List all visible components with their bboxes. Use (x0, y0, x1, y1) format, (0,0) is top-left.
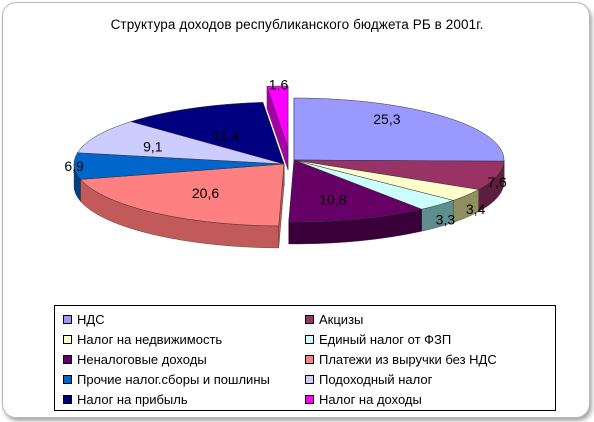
legend-swatch (63, 374, 72, 384)
pie-slice (73, 152, 285, 180)
pie-data-label: 1,6 (269, 76, 289, 92)
legend-item: Налог на прибыль (63, 390, 188, 408)
legend-swatch (63, 394, 72, 404)
legend-swatch (63, 354, 72, 364)
pie-data-labels: 25,3 7,63,4 3,3 10,8 20,6 6,9 9,1 11,4 1,6 (64, 76, 507, 227)
legend-item: Единый налог от ФЗП (305, 330, 451, 348)
pie-slice (293, 159, 480, 201)
legend-item: Налог на недвижимость (63, 330, 222, 348)
pie-data-label: 20,6 (192, 185, 219, 201)
legend-label: Платежи из выручки без НДС (319, 351, 497, 367)
legend-item: Неналоговые доходы (63, 350, 207, 368)
pie-slice (293, 159, 505, 190)
legend-label: НДС (77, 311, 105, 327)
legend-swatch (305, 314, 314, 324)
pie-data-label: 6,9 (64, 158, 84, 174)
pie-slice (266, 85, 289, 149)
pie-slice (293, 97, 505, 162)
pie-data-label: 11,4 (213, 128, 239, 144)
legend-label: Акцизы (319, 311, 364, 327)
chart-title: Структура доходов республиканского бюдже… (110, 17, 484, 32)
legend-label: Налог на доходы (319, 391, 422, 407)
legend-swatch (305, 394, 314, 404)
pie-slice (80, 163, 285, 227)
legend-swatch (305, 374, 314, 384)
pie-slice (293, 159, 455, 210)
legend-item: Подоходный налог (305, 370, 432, 388)
pie-slice (77, 121, 285, 165)
pie-slice (288, 159, 423, 223)
legend-swatch (63, 314, 72, 324)
legend-label: Налог на недвижимость (77, 331, 223, 347)
pie-data-label: 7,6 (487, 174, 507, 190)
legend-swatch (63, 334, 72, 344)
legend-label: Подоходный налог (319, 371, 433, 387)
pie-chart: 25,3 7,63,4 3,3 10,8 20,6 6,9 9,1 11,4 1,6 (64, 76, 507, 249)
legend-label: Единый налог от ФЗП (319, 331, 452, 347)
legend-label: Налог на прибыль (77, 391, 188, 407)
pie-slice (130, 102, 285, 165)
legend-label: Прочие налог.сборы и пошлины (77, 371, 270, 387)
pie-slice-tops (73, 85, 505, 227)
pie-data-label: 25,3 (373, 111, 400, 127)
legend-item: Налог на доходы (305, 390, 422, 408)
legend: НДС Акцизы Налог на недвижимость Единый нал… (54, 305, 556, 411)
legend-swatch (305, 334, 314, 344)
legend-item: Акцизы (305, 310, 363, 328)
legend-label: Неналоговые доходы (77, 351, 207, 367)
pie-data-label: 9,1 (143, 138, 163, 154)
legend-item: Прочие налог.сборы и пошлины (63, 370, 270, 388)
legend-item: НДС (63, 310, 105, 328)
pie-data-label: 3,4 (466, 201, 486, 217)
pie-data-label: 10,8 (319, 191, 346, 207)
pie-data-label: 3,3 (436, 211, 456, 227)
legend-item: Платежи из выручки без НДС (305, 350, 497, 368)
legend-swatch (305, 354, 314, 364)
